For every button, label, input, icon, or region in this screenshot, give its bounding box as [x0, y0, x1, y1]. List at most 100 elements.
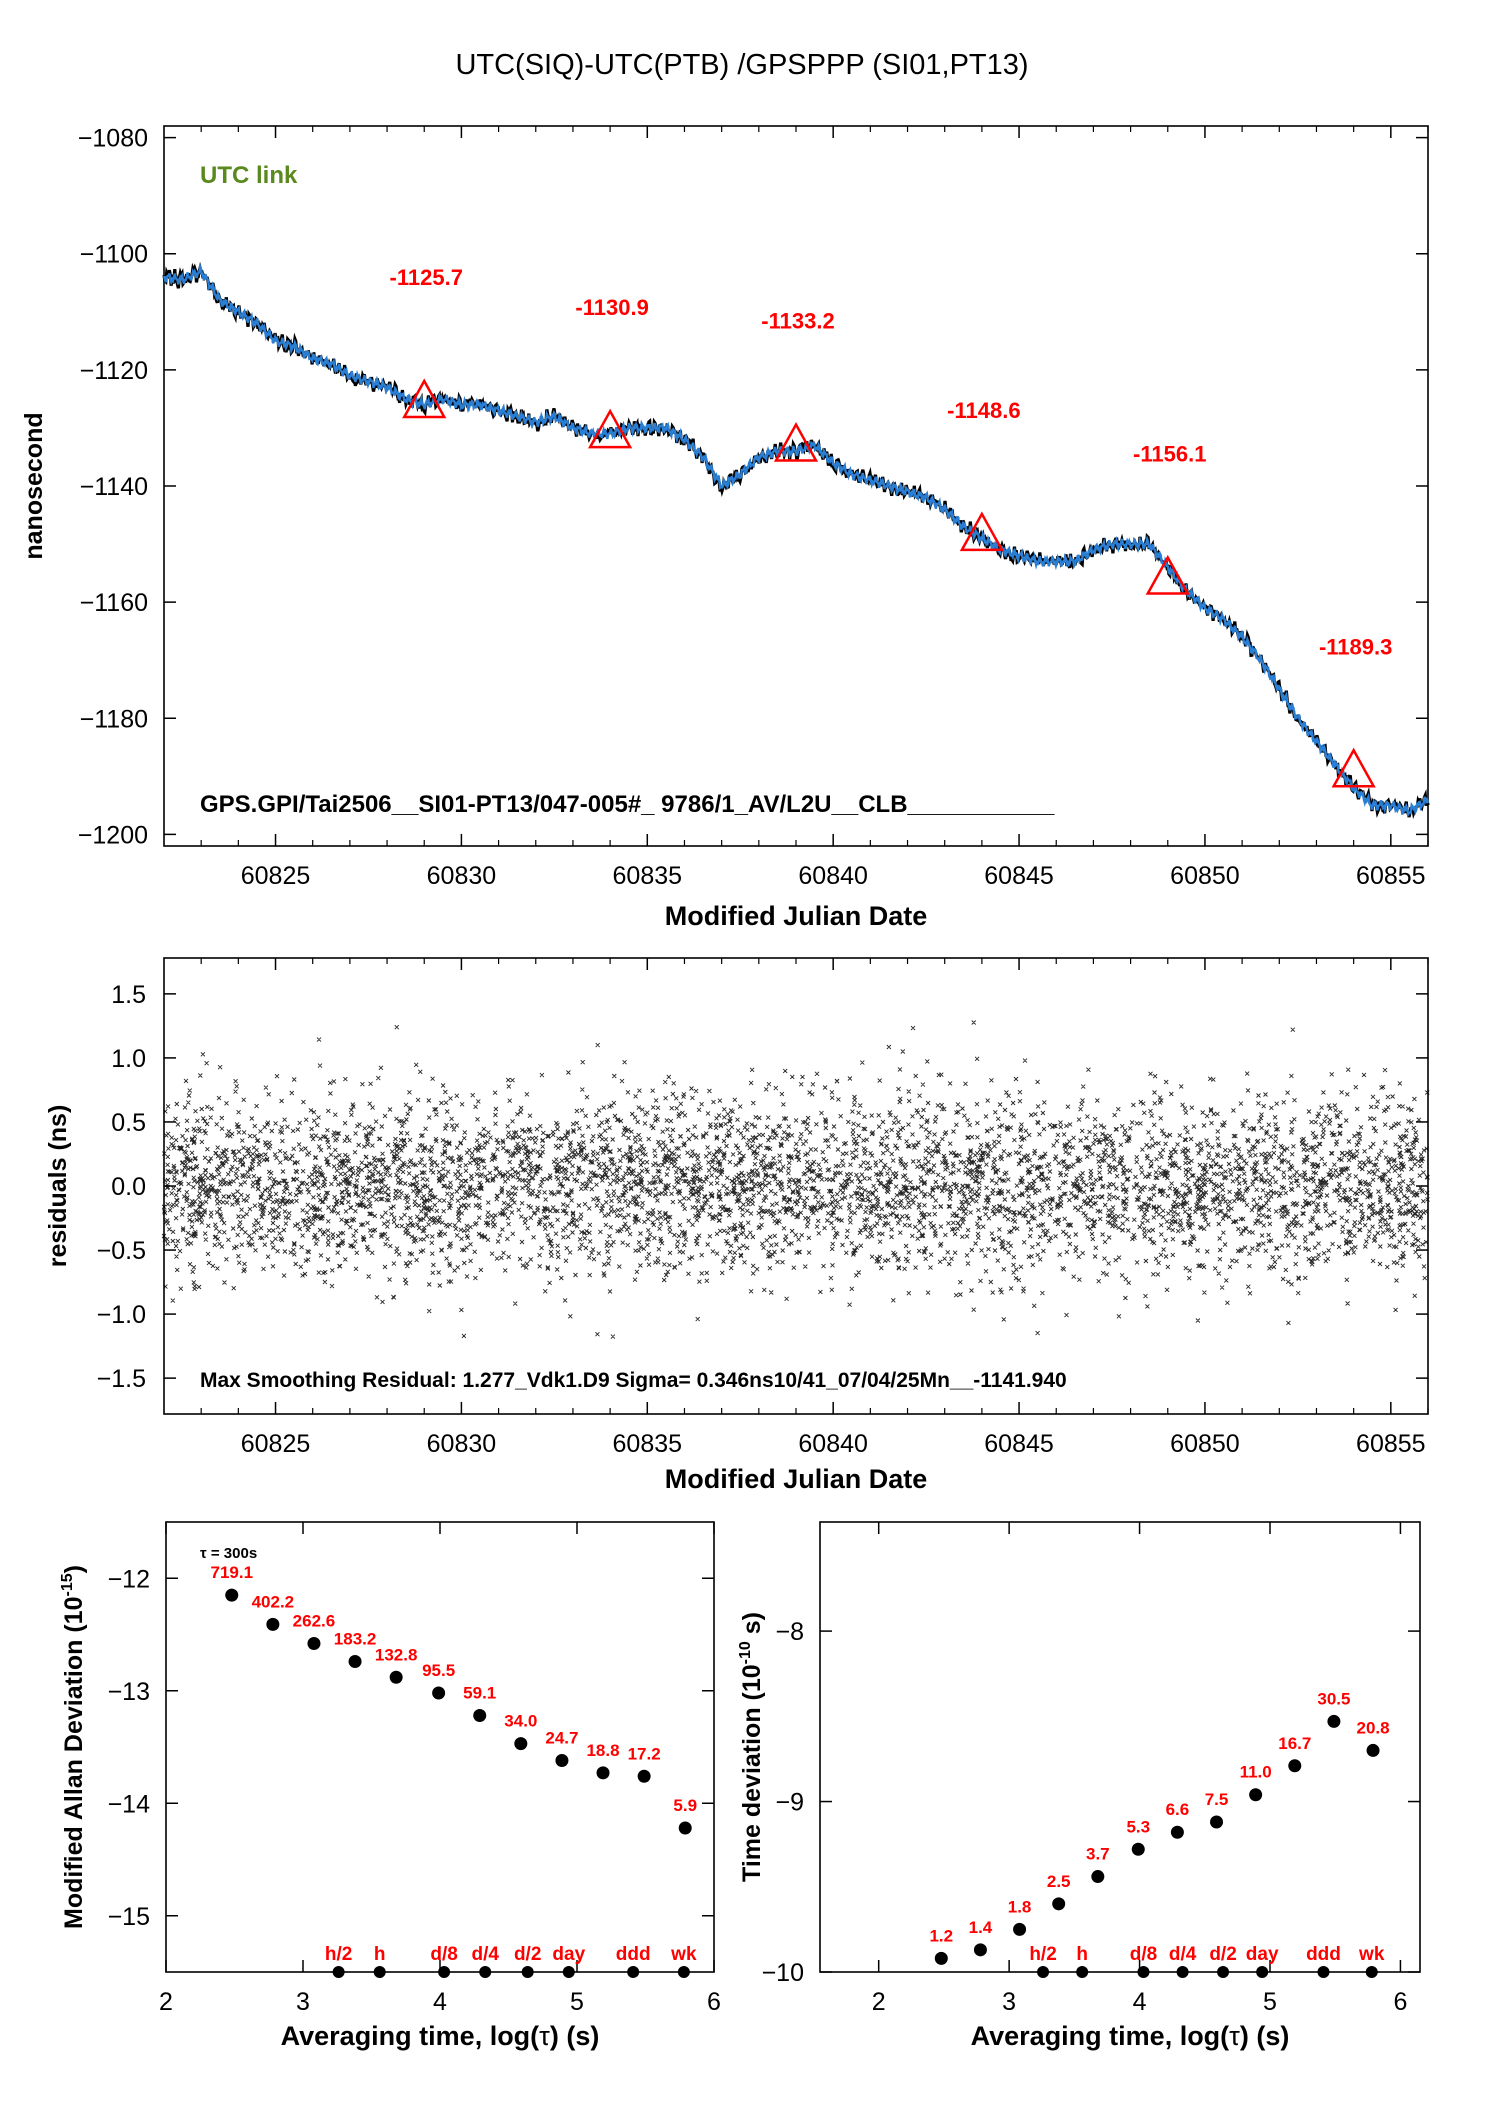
- data-point: [1327, 1714, 1341, 1728]
- point-label: 132.8: [375, 1645, 418, 1664]
- interval-label: day: [552, 1944, 585, 1965]
- interval-point: [677, 1966, 690, 1978]
- data-point: [973, 1943, 987, 1957]
- interval-label: h/2: [1029, 1944, 1056, 1965]
- panel3-ylabel-post: ): [60, 1565, 88, 1573]
- interval-point: [521, 1966, 534, 1978]
- panel4-points: 1.2 1.4 1.8 2.5 3.7 5.3 6.6 7.5 11.0 16.7 30.5 20.8…: [929, 1689, 1390, 1978]
- point-label: 34.0: [504, 1712, 537, 1731]
- panel3-xlabel-post: ) (s): [550, 2021, 600, 2051]
- data-point: [307, 1637, 321, 1650]
- interval-label: ddd: [616, 1944, 651, 1965]
- panel4-ylabel: Time deviation (10-10 s): [737, 1612, 766, 1882]
- y-tick-label: −1120: [80, 357, 148, 385]
- panel1-frame: [163, 125, 1429, 847]
- data-point: [1052, 1897, 1066, 1911]
- x-tick-label: 3: [296, 1988, 310, 2016]
- marker-triangle: [1331, 747, 1376, 788]
- panel2-points: [161, 1020, 1430, 1339]
- marker-label: -1189.3: [1319, 634, 1392, 659]
- data-point: [596, 1766, 610, 1780]
- y-tick-label: −1200: [78, 821, 148, 849]
- interval-point: [1217, 1966, 1230, 1978]
- x-tick-label: 3: [1002, 1988, 1016, 2016]
- data-point: [637, 1769, 651, 1783]
- panel3-ylabel-exp: -15: [59, 1573, 76, 1596]
- y-tick-label: −1180: [80, 705, 148, 733]
- y-tick-label: −13: [108, 1678, 150, 1706]
- x-tick-label: 60845: [984, 862, 1054, 890]
- point-label: 20.8: [1356, 1718, 1389, 1737]
- marker-triangle: [587, 408, 633, 449]
- panel4-xlabel-pre: Averaging time, log(: [971, 2021, 1230, 2051]
- panel-residuals: 60825 60830 60835 60840 60845 60850 60855 1.5 1.…: [44, 957, 1430, 1494]
- data-point: [1131, 1842, 1145, 1856]
- point-label: 5.3: [1126, 1817, 1150, 1836]
- interval-label: h: [374, 1944, 386, 1965]
- data-point: [1091, 1870, 1105, 1884]
- point-label: 30.5: [1317, 1689, 1350, 1708]
- panel1-xlabel: Modified Julian Date: [665, 901, 928, 931]
- y-tick-label: −1100: [80, 241, 148, 269]
- interval-point: [438, 1966, 451, 1978]
- x-tick-label: 60845: [984, 1430, 1054, 1458]
- data-point: [514, 1737, 528, 1751]
- x-tick-label: 2: [159, 1988, 173, 2016]
- interval-label: h: [1076, 1944, 1088, 1965]
- point-label: 95.5: [422, 1661, 455, 1680]
- interval-label: d/4: [471, 1944, 499, 1965]
- y-tick-label: −12: [108, 1565, 150, 1593]
- interval-point: [1176, 1966, 1189, 1978]
- marker-label: -1130.9: [575, 295, 648, 320]
- interval-label: day: [1246, 1944, 1279, 1965]
- y-tick-label: −1160: [80, 589, 148, 617]
- data-point: [225, 1588, 239, 1602]
- panel2-annotation: Max Smoothing Residual: 1.277_Vdk1.D9 Si…: [200, 1369, 1067, 1392]
- data-point: [934, 1951, 948, 1965]
- marker-triangle: [1145, 554, 1190, 595]
- panel4-xlabel-post: ) (s): [1240, 2021, 1290, 2051]
- panel4-ticks: 2 3 4 5 6 −8 −9 −10: [762, 1522, 1420, 2016]
- data-point: [1249, 1788, 1263, 1802]
- y-tick-label: −10: [762, 1959, 804, 1987]
- panel3-xlabel-tau: τ: [539, 2021, 550, 2051]
- marker-triangle: [773, 421, 819, 462]
- tau-note: τ = 300s: [200, 1545, 257, 1562]
- legend-utc-link: UTC link: [200, 162, 298, 189]
- interval-label: d/4: [1169, 1944, 1197, 1965]
- panel2-xlabel: Modified Julian Date: [665, 1464, 928, 1494]
- panel4-frame: [819, 1521, 1421, 1973]
- point-label: 17.2: [628, 1744, 661, 1763]
- x-tick-label: 60830: [427, 862, 497, 890]
- x-tick-label: 60850: [1170, 1430, 1240, 1458]
- point-label: 262.6: [293, 1612, 336, 1631]
- panel3-xlabel: Averaging time, log(τ) (s): [281, 2021, 600, 2051]
- interval-point: [1317, 1966, 1330, 1978]
- interval-point: [562, 1966, 575, 1978]
- y-tick-label: −1140: [80, 473, 148, 501]
- interval-label: d/8: [430, 1944, 457, 1965]
- interval-point: [1137, 1966, 1150, 1978]
- interval-point: [1256, 1966, 1269, 1978]
- panel3-ylabel-pre: Modified Allan Deviation (10: [60, 1597, 88, 1929]
- y-tick-label: −14: [108, 1790, 151, 1818]
- x-tick-label: 6: [1393, 1988, 1407, 2016]
- point-label: 59.1: [463, 1684, 496, 1703]
- y-tick-label: 1.5: [111, 981, 146, 1009]
- data-point: [1170, 1825, 1184, 1839]
- interval-point: [1037, 1966, 1050, 1978]
- data-point: [389, 1670, 403, 1684]
- point-label: 24.7: [545, 1729, 578, 1748]
- panel4-ylabel-pre: Time deviation (10: [738, 1664, 766, 1882]
- interval-point: [373, 1966, 386, 1978]
- y-tick-label: 1.0: [111, 1045, 146, 1073]
- marker-label: -1148.6: [947, 398, 1020, 423]
- interval-label: wk: [1358, 1944, 1385, 1965]
- point-label: 1.4: [969, 1918, 993, 1937]
- point-label: 183.2: [334, 1630, 377, 1649]
- marker-label: -1125.7: [390, 265, 463, 290]
- data-point: [678, 1821, 692, 1835]
- panel1-markers: -1125.7 -1130.9 -1133.2 -1148.6 -1156.1 -1189…: [390, 265, 1392, 788]
